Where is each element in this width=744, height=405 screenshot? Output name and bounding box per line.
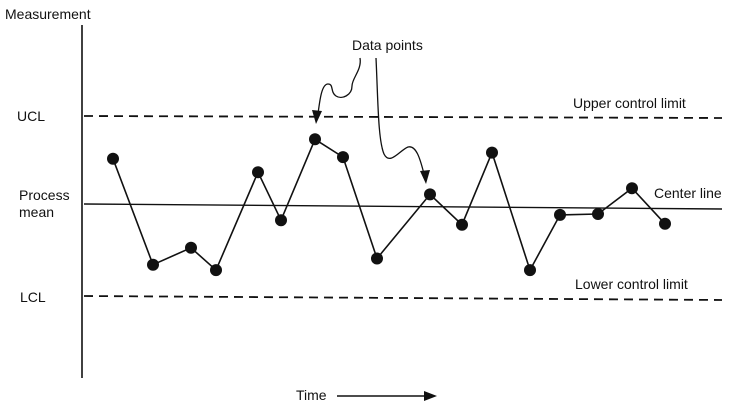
data-point-15 [592, 208, 604, 220]
time-arrow [337, 391, 437, 401]
data-point-17 [659, 217, 671, 230]
data-point-16 [626, 182, 638, 195]
data-point-11 [456, 218, 468, 231]
annotation-callout-left [312, 57, 361, 124]
data-point-8 [337, 151, 349, 164]
ucl-tick-label: UCL [17, 108, 45, 124]
center-line-label: Center line [654, 185, 722, 201]
data-point-14 [554, 208, 566, 221]
data-point-13 [524, 264, 536, 277]
data-point-1 [107, 152, 119, 165]
process-mean-tick-label-line2: mean [19, 204, 54, 220]
lcl-tick-label: LCL [20, 289, 46, 305]
lower-control-limit-label: Lower control limit [575, 276, 688, 292]
lower-control-limit-line [83, 295, 723, 301]
upper-control-limit-label: Upper control limit [573, 95, 686, 111]
x-axis-label: Time [296, 387, 327, 403]
data-point-3 [185, 241, 197, 254]
annotation-callout-right [375, 57, 430, 184]
data-point-6 [275, 214, 287, 227]
center-line [83, 203, 723, 210]
data-point-9 [371, 252, 383, 265]
upper-control-limit-line [83, 115, 723, 119]
data-point-4 [210, 264, 222, 277]
data-points-group [107, 133, 671, 277]
data-point-12 [486, 146, 498, 159]
data-point-10 [424, 188, 436, 201]
data-points-annotation: Data points [352, 37, 423, 53]
process-mean-tick-label-line1: Process [19, 187, 70, 203]
data-point-7 [309, 133, 321, 146]
data-point-5 [252, 166, 264, 179]
data-point-2 [147, 258, 159, 271]
y-axis-label: Measurement [5, 6, 91, 22]
